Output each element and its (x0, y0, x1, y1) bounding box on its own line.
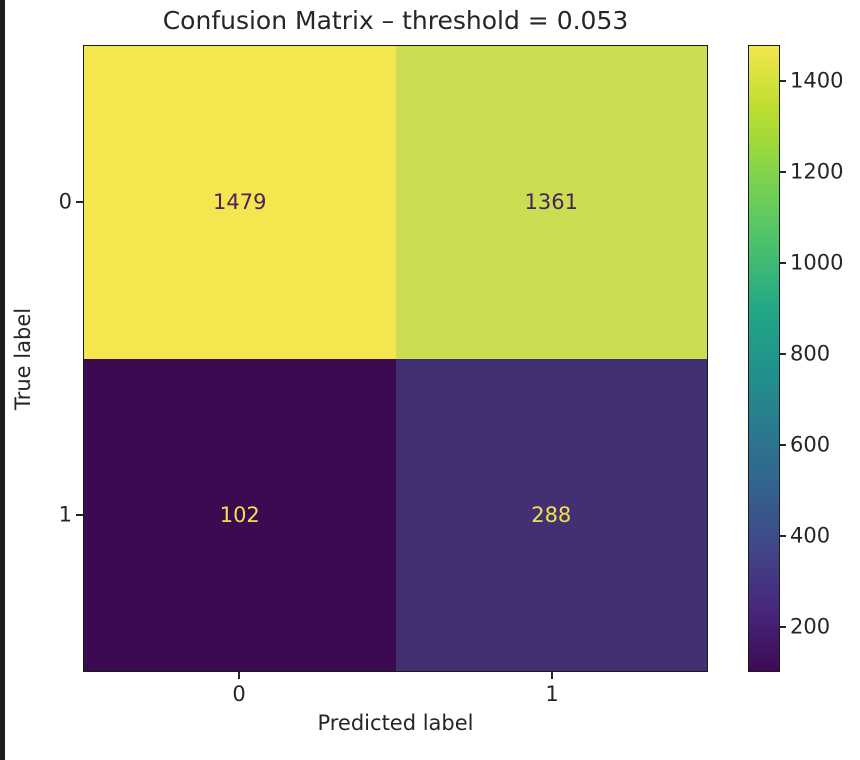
confusion-matrix-heatmap: 1479 1361 102 288 (83, 45, 708, 672)
x-tick-label-0: 0 (232, 682, 246, 706)
cell-value-true1-pred0: 102 (219, 502, 260, 527)
heatmap-cell-true0-pred0: 1479 (84, 46, 396, 359)
colorbar-tick-mark-1000 (780, 262, 786, 265)
colorbar-tick-mark-1200 (780, 171, 786, 174)
heatmap-cell-true1-pred0: 102 (84, 358, 396, 671)
colorbar-tick-label-600: 600 (790, 432, 831, 457)
y-tick-mark-1 (76, 514, 83, 516)
colorbar-tick-mark-200 (780, 626, 786, 629)
window-left-border (0, 0, 5, 760)
x-tick-label-1: 1 (545, 682, 559, 706)
cell-value-true0-pred1: 1361 (524, 190, 578, 215)
y-tick-mark-0 (76, 201, 83, 203)
colorbar-tick-label-1400: 1400 (790, 68, 844, 93)
heatmap-cell-true1-pred1: 288 (395, 358, 707, 671)
y-axis-label: True label (11, 307, 35, 410)
y-tick-label-1: 1 (58, 502, 72, 527)
x-tick-mark-0 (238, 672, 240, 679)
y-tick-label-0: 0 (58, 189, 72, 214)
colorbar-tick-mark-400 (780, 535, 786, 538)
colorbar-tick-mark-1400 (780, 79, 786, 82)
chart-title: Confusion Matrix – threshold = 0.053 (162, 6, 629, 35)
x-axis-label: Predicted label (317, 711, 474, 735)
colorbar-tick-label-1000: 1000 (790, 250, 844, 275)
colorbar-tick-label-800: 800 (790, 341, 831, 366)
colorbar-tick-label-400: 400 (790, 523, 831, 548)
cell-value-true0-pred0: 1479 (213, 190, 267, 215)
heatmap-cell-true0-pred1: 1361 (395, 46, 707, 359)
x-tick-mark-1 (551, 672, 553, 679)
colorbar-tick-mark-800 (780, 353, 786, 356)
cell-value-true1-pred1: 288 (531, 502, 572, 527)
colorbar-tick-mark-600 (780, 444, 786, 447)
colorbar-tick-label-1200: 1200 (790, 159, 844, 184)
colorbar-tick-label-200: 200 (790, 614, 831, 639)
colorbar (748, 45, 780, 672)
